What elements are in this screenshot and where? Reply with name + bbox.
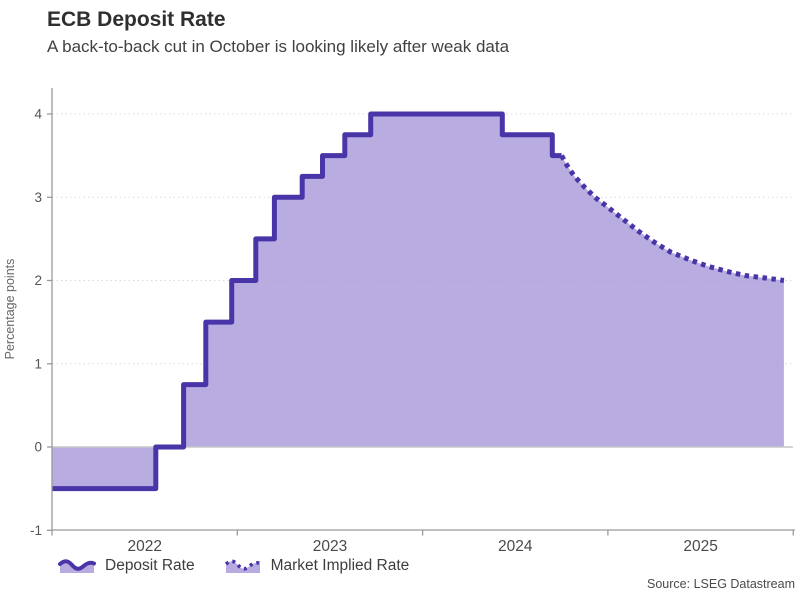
svg-text:0: 0 bbox=[34, 440, 42, 455]
svg-text:-1: -1 bbox=[30, 523, 42, 538]
svg-text:2022: 2022 bbox=[127, 538, 161, 555]
rate-area-fill bbox=[52, 114, 784, 489]
svg-text:2: 2 bbox=[34, 273, 42, 288]
svg-text:3: 3 bbox=[34, 190, 42, 205]
chart-title: ECB Deposit Rate bbox=[47, 8, 226, 31]
legend-label-deposit-rate: Deposit Rate bbox=[105, 557, 195, 574]
svg-text:2023: 2023 bbox=[313, 538, 347, 555]
chart-legend: Deposit Rate Market Implied Rate bbox=[58, 557, 409, 575]
market-implied-rate-line bbox=[559, 154, 785, 283]
area-wave-dotted-icon bbox=[224, 559, 261, 573]
legend-item-deposit-rate: Deposit Rate bbox=[58, 557, 195, 575]
y-tick-labels: -1 0 1 2 3 4 bbox=[30, 107, 52, 538]
x-tick-labels: 2022 2023 2024 2025 bbox=[51, 530, 794, 555]
y-axis-title: Percentage points bbox=[3, 259, 17, 360]
svg-text:1: 1 bbox=[34, 356, 42, 371]
source-attribution: Source: LSEG Datastream bbox=[647, 577, 795, 591]
legend-item-market-implied-rate: Market Implied Rate bbox=[224, 557, 410, 575]
svg-text:2024: 2024 bbox=[498, 538, 533, 555]
svg-text:4: 4 bbox=[34, 107, 42, 122]
area-wave-solid-icon bbox=[58, 559, 96, 573]
axes bbox=[51, 88, 795, 531]
chart-subtitle: A back-to-back cut in October is looking… bbox=[47, 37, 510, 56]
svg-text:2025: 2025 bbox=[683, 538, 717, 555]
deposit-rate-line bbox=[52, 111, 562, 492]
legend-label-market-implied-rate: Market Implied Rate bbox=[270, 557, 410, 574]
